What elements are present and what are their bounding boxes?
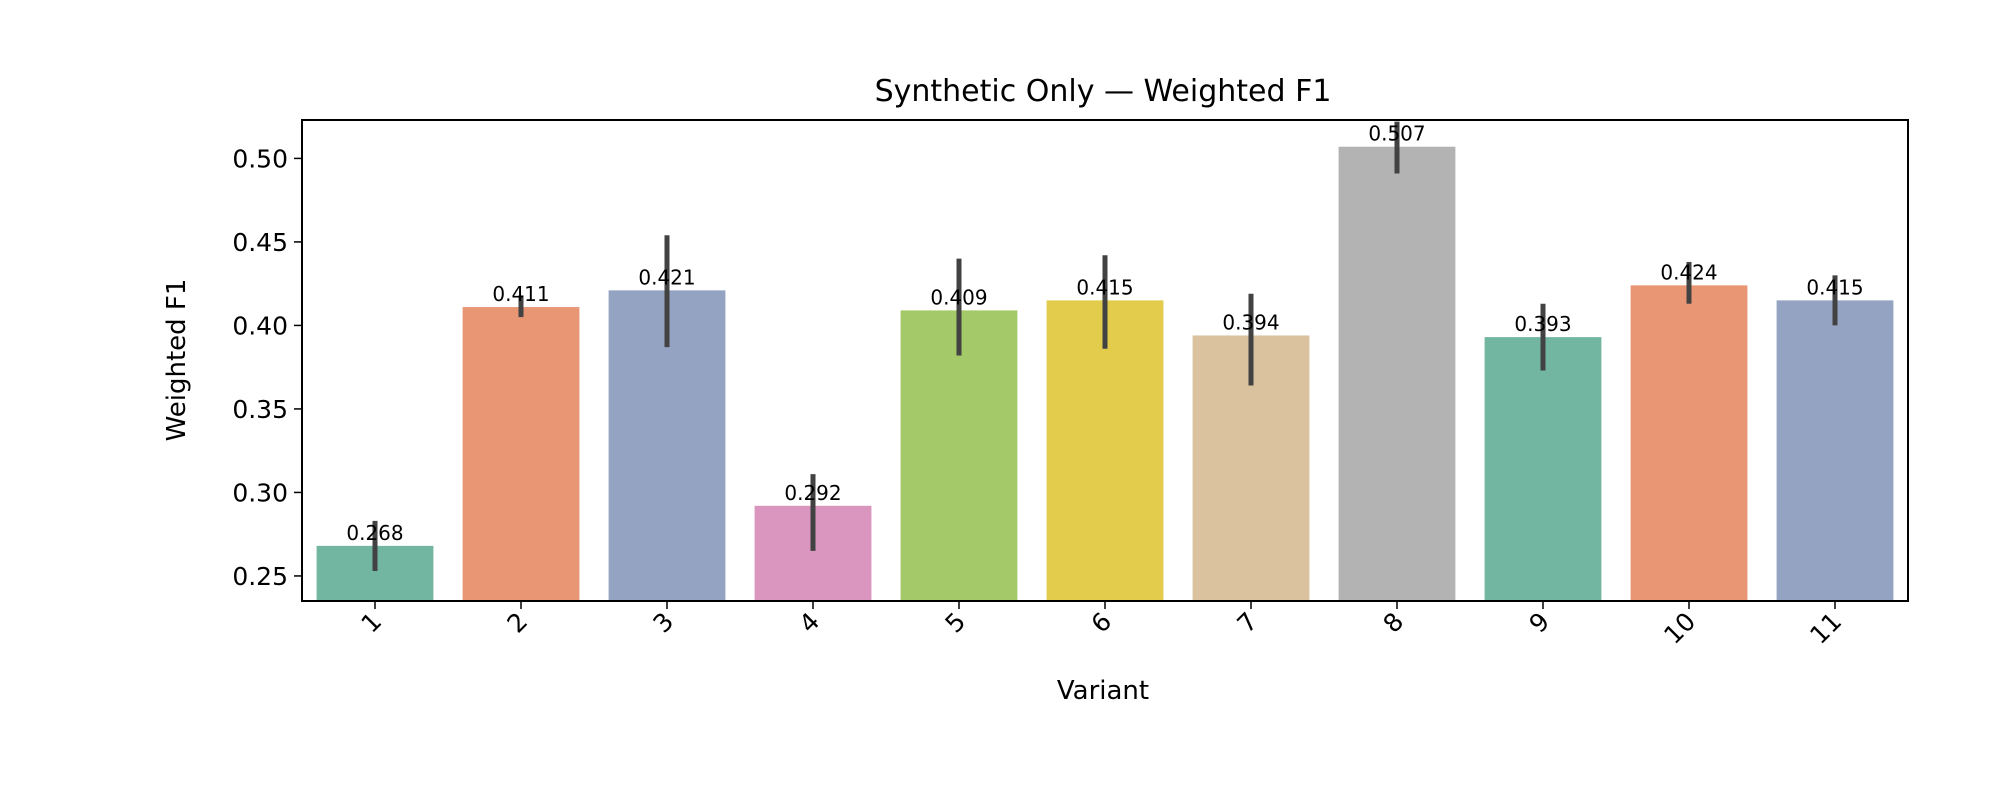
x-tick-label-4: 4 <box>793 607 825 639</box>
y-tick-label-0.30: 0.30 <box>232 478 288 507</box>
y-tick-label-0.45: 0.45 <box>232 228 288 257</box>
x-tick-label-2: 2 <box>501 607 533 639</box>
y-tick-label-0.50: 0.50 <box>232 144 288 173</box>
data-label-10: 0.424 <box>1660 260 1717 284</box>
bar-10 <box>1630 285 1748 601</box>
y-tick-label-0.35: 0.35 <box>232 395 288 424</box>
data-label-5: 0.409 <box>930 285 987 309</box>
x-tick-label-5: 5 <box>939 607 971 639</box>
data-label-4: 0.292 <box>784 481 841 505</box>
x-tick-label-1: 1 <box>355 607 387 639</box>
data-label-1: 0.268 <box>346 521 403 545</box>
chart-title: Synthetic Only — Weighted F1 <box>875 74 1332 109</box>
bar-8 <box>1338 146 1456 601</box>
y-axis: 0.25 0.30 0.35 0.40 0.45 0.50 <box>232 144 302 591</box>
bar-11 <box>1776 300 1894 601</box>
y-tick-label-0.25: 0.25 <box>232 562 288 591</box>
x-tick-label-10: 10 <box>1658 607 1701 650</box>
x-tick-label-11: 11 <box>1804 607 1847 650</box>
x-tick-label-7: 7 <box>1231 607 1263 639</box>
data-label-6: 0.415 <box>1076 275 1133 299</box>
x-axis-label: Variant <box>1057 676 1149 706</box>
bar-2 <box>462 307 580 601</box>
x-tick-label-8: 8 <box>1377 607 1409 639</box>
bars-layer <box>316 146 1894 601</box>
data-label-7: 0.394 <box>1222 310 1279 334</box>
x-tick-label-3: 3 <box>647 607 679 639</box>
bar-9 <box>1484 337 1602 601</box>
bar-5 <box>900 310 1018 601</box>
data-labels-layer: 0.268 0.411 0.421 0.292 0.409 0.415 0.394 0.507… <box>346 122 1863 545</box>
x-tick-label-6: 6 <box>1085 607 1117 639</box>
data-label-11: 0.415 <box>1806 275 1863 299</box>
data-label-2: 0.411 <box>492 282 549 306</box>
y-axis-label: Weighted F1 <box>162 279 192 442</box>
error-bars-layer <box>372 121 1838 571</box>
bar-6 <box>1046 300 1164 601</box>
data-label-9: 0.393 <box>1514 312 1571 336</box>
data-label-3: 0.421 <box>638 265 695 289</box>
x-axis: 1 2 3 4 5 6 7 8 9 10 11 <box>355 601 1847 650</box>
y-tick-label-0.40: 0.40 <box>232 311 288 340</box>
x-tick-label-9: 9 <box>1523 607 1555 639</box>
data-label-8: 0.507 <box>1368 122 1425 146</box>
